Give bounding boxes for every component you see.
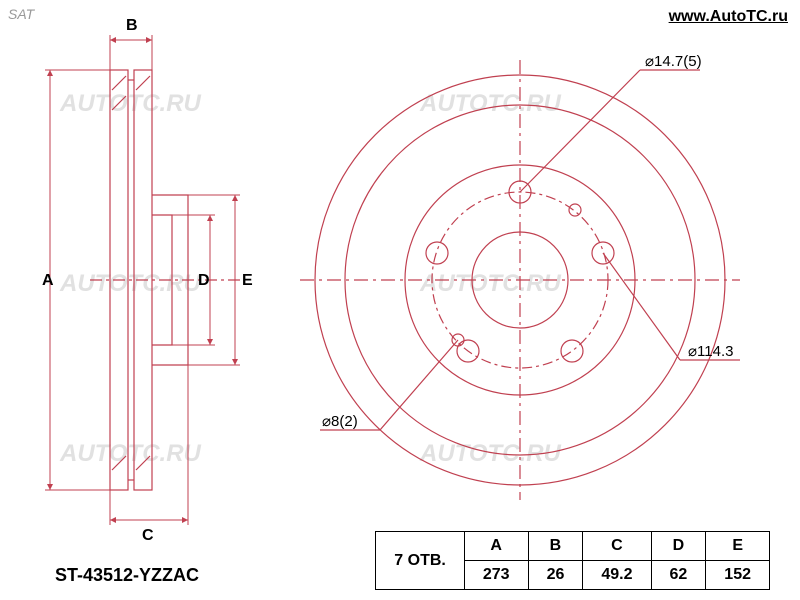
callout-bolt-dia: ⌀14.7(5) xyxy=(645,53,702,70)
dim-value: 273 xyxy=(464,561,528,590)
dim-value: 49.2 xyxy=(583,561,651,590)
dim-header: C xyxy=(583,532,651,561)
dim-header: A xyxy=(464,532,528,561)
dim-value: 26 xyxy=(528,561,583,590)
part-number-label: ST-43512-YZZAC xyxy=(55,565,199,586)
dim-value: 62 xyxy=(651,561,706,590)
svg-text:B: B xyxy=(126,17,138,34)
drawing-canvas: SAT www.AutoTC.ru AUTOTC.RU AUTOTC.RU AU… xyxy=(0,0,800,600)
holes-count-cell: 7 ОТВ. xyxy=(376,532,465,590)
front-view xyxy=(300,60,740,500)
technical-drawing-svg: A B C D E xyxy=(0,0,800,600)
dim-header: B xyxy=(528,532,583,561)
callout-pcd: ⌀114.3 xyxy=(688,343,733,360)
dim-value: 152 xyxy=(706,561,770,590)
dim-header: D xyxy=(651,532,706,561)
svg-text:C: C xyxy=(142,527,154,544)
side-view xyxy=(90,70,240,490)
table-row: 7 ОТВ. A B C D E xyxy=(376,532,770,561)
svg-text:D: D xyxy=(198,272,210,289)
dimension-table: 7 ОТВ. A B C D E 273 26 49.2 62 152 xyxy=(375,531,770,590)
callout-small-hole: ⌀8(2) xyxy=(322,413,358,430)
dim-header: E xyxy=(706,532,770,561)
svg-text:A: A xyxy=(42,272,54,289)
svg-text:E: E xyxy=(242,272,253,289)
